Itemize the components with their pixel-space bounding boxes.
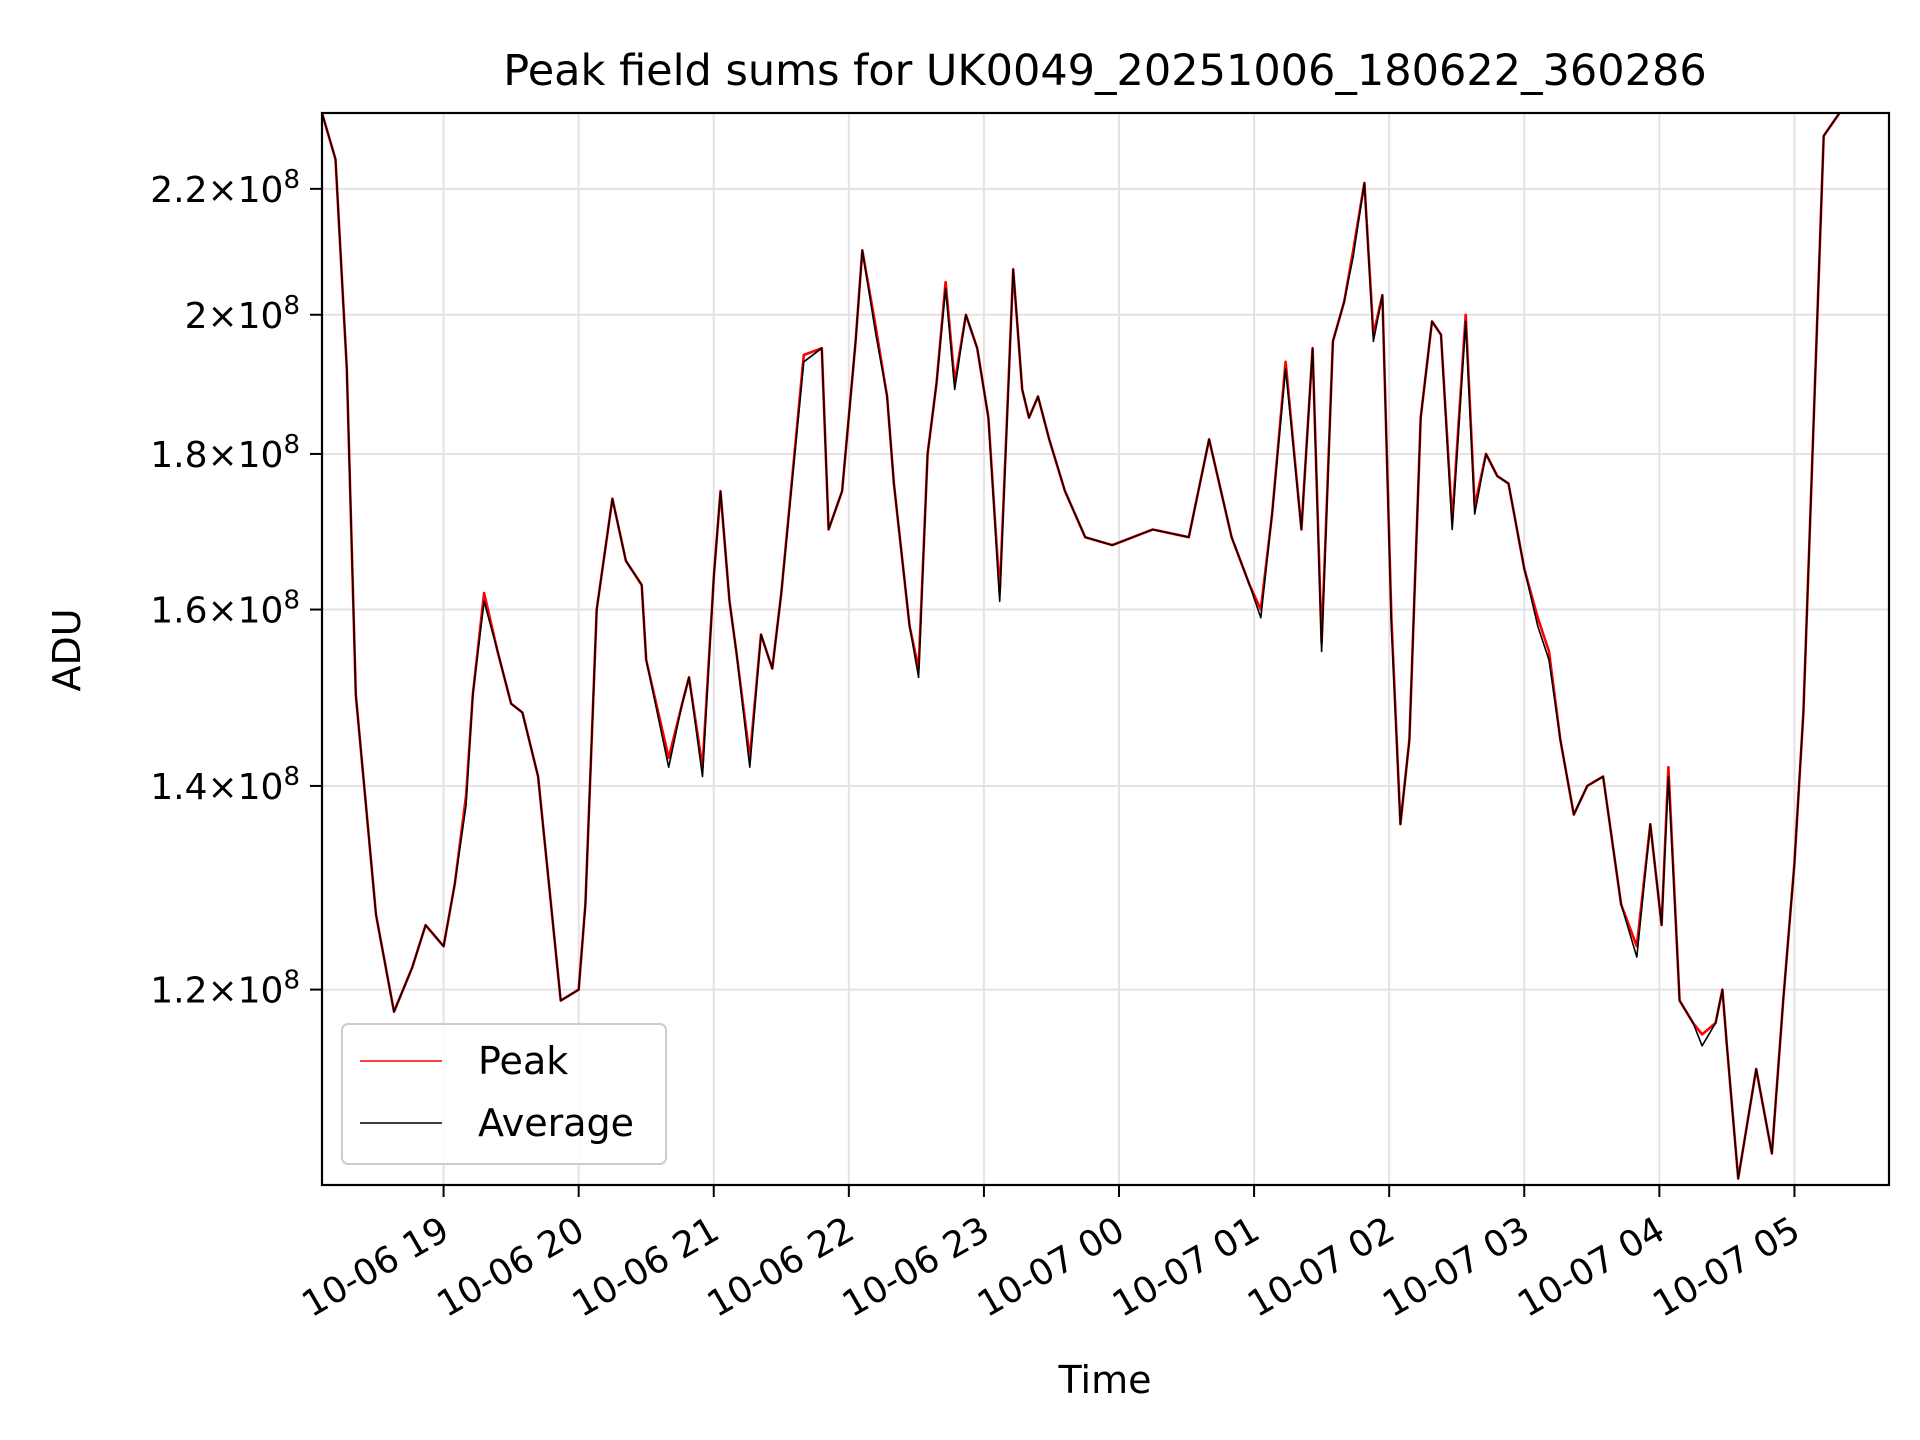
y-tick-label: 1.2×108	[150, 966, 300, 1012]
y-tick-label: 1.4×108	[150, 762, 300, 808]
y-tick-label: 2×108	[185, 291, 300, 337]
legend-label-peak: Peak	[478, 1039, 568, 1083]
x-axis-label: Time	[1058, 1358, 1152, 1402]
plot-frame	[320, 111, 1891, 1187]
y-axis-label: ADU	[45, 608, 89, 691]
series-line-average	[321, 112, 1841, 1180]
chart-title: Peak field sums for UK0049_20251006_1806…	[503, 46, 1706, 96]
y-tick-label: 1.8×108	[150, 430, 300, 476]
y-tick-label: 1.6×108	[150, 586, 300, 632]
y-axis-ticks: 1.2×108 1.4×108 1.6×108 1.8×108 2×108 2.2×108	[150, 165, 322, 1012]
gridlines	[322, 113, 1889, 1185]
legend-label-average: Average	[478, 1101, 634, 1145]
series-lines	[320, 112, 1841, 1180]
y-tick-label: 2.2×108	[150, 165, 300, 211]
legend: Peak Average	[341, 1023, 667, 1165]
legend-box	[341, 1023, 667, 1165]
